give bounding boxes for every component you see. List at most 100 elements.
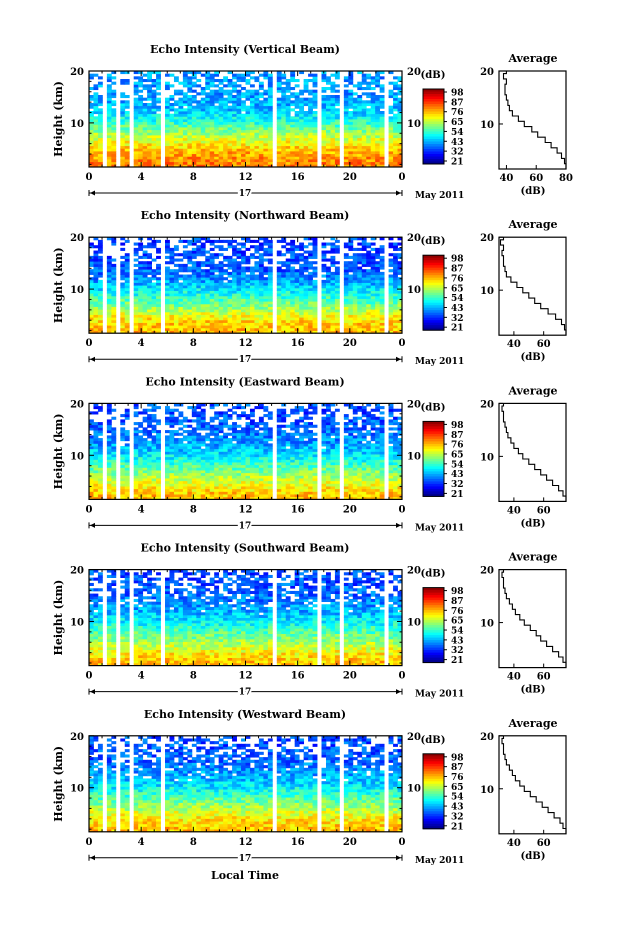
heatmap-cell <box>187 127 193 131</box>
heatmap-cell <box>241 105 246 109</box>
heatmap-cell <box>191 432 197 436</box>
heatmap-cell <box>165 84 170 88</box>
heatmap-cell <box>182 73 188 77</box>
heatmap-cell <box>290 285 296 289</box>
heatmap-cell <box>223 322 229 326</box>
heatmap-cell <box>106 159 112 163</box>
heatmap-cell <box>245 89 251 93</box>
heatmap-cell <box>182 325 188 329</box>
heatmap-cell <box>245 319 251 323</box>
heatmap-cell <box>290 314 296 318</box>
heatmap-cell <box>375 132 381 136</box>
heatmap-cell <box>352 103 358 107</box>
heatmap-cell <box>397 247 403 251</box>
heatmap-cell <box>97 443 103 447</box>
heatmap-cell <box>111 237 117 241</box>
heatmap-cell <box>200 113 206 117</box>
heatmap-cell <box>218 108 224 112</box>
heatmap-cell <box>308 105 313 109</box>
heatmap-cell <box>397 105 403 109</box>
heatmap-cell <box>120 271 126 275</box>
heatmap-cell <box>124 456 130 460</box>
heatmap-cell <box>142 480 148 484</box>
heatmap-cell <box>111 298 117 302</box>
heatmap-cell <box>343 290 349 294</box>
heatmap-cell <box>299 161 305 165</box>
heatmap-cell <box>241 303 246 307</box>
heatmap-cell <box>187 140 193 144</box>
heatmap-cell <box>290 258 296 262</box>
heatmap-cell <box>236 111 242 115</box>
heatmap-cell <box>281 319 287 323</box>
heatmap-cell <box>223 116 229 120</box>
heatmap-cell <box>325 113 331 117</box>
heatmap-cell <box>294 295 300 299</box>
heatmap-cell <box>138 435 144 439</box>
heatmap-cell <box>209 103 215 107</box>
heatmap-cell <box>361 322 367 326</box>
heatmap-cell <box>151 113 157 117</box>
heatmap-cell <box>285 105 291 109</box>
heatmap-cell <box>173 111 179 115</box>
heatmap-cell <box>151 282 157 286</box>
heatmap-cell <box>97 266 103 270</box>
heatmap-cell <box>138 116 144 120</box>
heatmap-cell <box>173 327 179 331</box>
heatmap-cell <box>89 132 94 136</box>
heatmap-cell <box>142 303 148 307</box>
heatmap-cell <box>133 486 139 490</box>
heatmap-cell <box>263 301 269 305</box>
heatmap-cell <box>187 303 193 307</box>
heatmap-cell <box>227 496 233 500</box>
heatmap-cell <box>348 317 354 321</box>
heatmap-cell <box>151 451 157 455</box>
heatmap-cell <box>93 298 99 302</box>
heatmap-cell <box>97 440 103 444</box>
heatmap-cell <box>165 472 170 476</box>
heatmap-cell <box>290 306 296 310</box>
heatmap-cell <box>124 483 130 487</box>
heatmap-cell <box>258 116 264 120</box>
heatmap-cell <box>165 478 170 482</box>
heatmap-cell <box>223 440 229 444</box>
heatmap-cell <box>111 454 117 458</box>
heatmap-cell <box>133 319 139 323</box>
heatmap-cell <box>312 143 318 147</box>
heatmap-cell <box>267 92 273 96</box>
heatmap-cell <box>156 293 161 297</box>
heatmap-cell <box>173 480 179 484</box>
heatmap-cell <box>169 459 175 463</box>
heatmap-cell <box>281 108 287 112</box>
heatmap-cell <box>343 322 349 326</box>
heatmap-cell <box>308 311 313 315</box>
heatmap-cell <box>285 95 291 99</box>
colorbar-band <box>423 280 444 284</box>
heatmap-cell <box>348 314 354 318</box>
heatmap-cell <box>254 124 260 128</box>
heatmap-cell <box>254 287 260 291</box>
heatmap-cell <box>182 456 188 460</box>
heatmap-cell <box>379 293 385 297</box>
heatmap-cell <box>120 121 126 125</box>
heatmap-cell <box>388 258 394 262</box>
heatmap-cell <box>241 295 246 299</box>
heatmap-cell <box>97 116 103 120</box>
heatmap-cell <box>245 269 251 273</box>
heatmap-cell <box>348 293 354 297</box>
heatmap-cell <box>142 459 148 463</box>
heatmap-cell <box>241 253 246 257</box>
colorbar-tick-label: 43 <box>451 304 464 314</box>
heatmap-cell <box>200 156 206 160</box>
heatmap-cell <box>249 274 255 278</box>
heatmap-cell <box>227 79 233 83</box>
heatmap-cell <box>236 95 242 99</box>
heatmap-cell <box>214 290 220 294</box>
heatmap-cell <box>223 161 229 165</box>
heatmap-cell <box>151 430 157 434</box>
heatmap-cell <box>325 274 331 278</box>
heatmap-cell <box>209 153 215 157</box>
heatmap-cell <box>263 137 269 141</box>
heatmap-cell <box>361 325 367 329</box>
heatmap-cell <box>232 151 237 155</box>
heatmap-cell <box>343 124 349 128</box>
